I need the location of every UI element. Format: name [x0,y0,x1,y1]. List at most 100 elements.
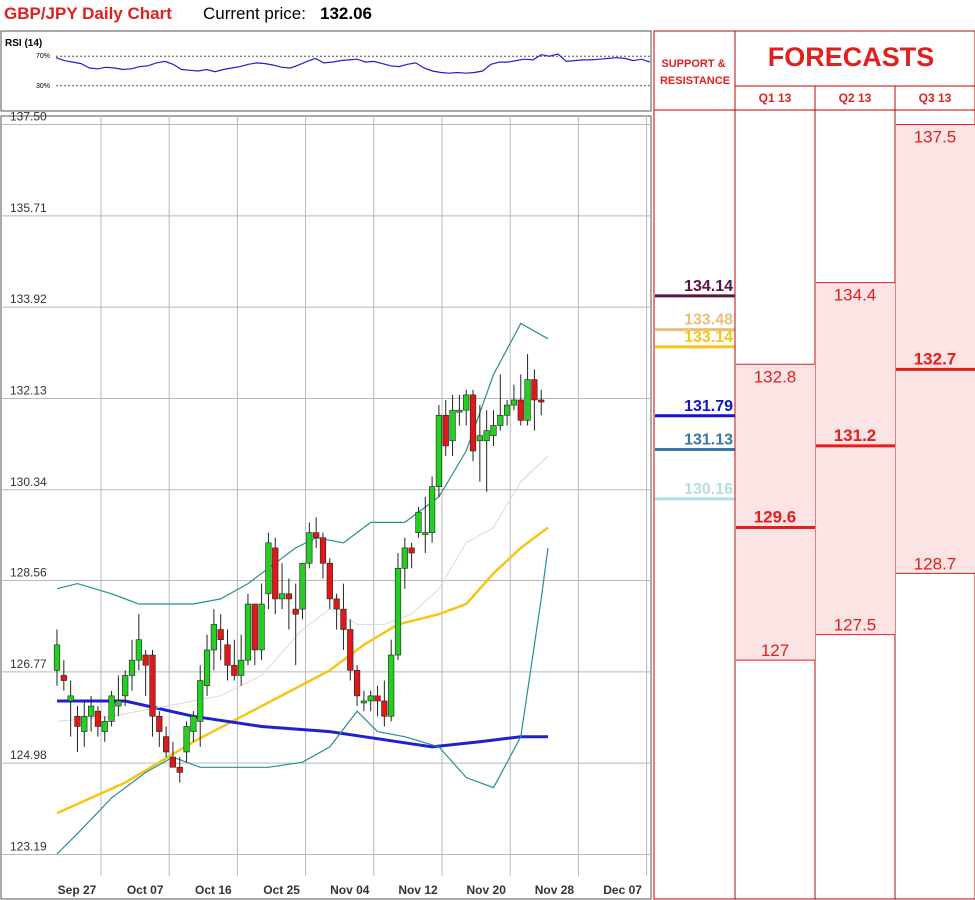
candle [251,603,258,666]
candle-body [115,700,122,707]
candle [469,389,477,462]
candle [483,410,490,492]
forecast-column-q1: Q1 13 [759,91,792,105]
support-resistance-panel: SUPPORT & RESISTANCE 134.14133.48133.141… [653,30,736,900]
candle-body [156,715,163,732]
candle-body [360,700,368,704]
x-tick-label: Nov 28 [535,883,575,897]
candle-body [510,399,518,406]
candle-body [408,547,415,554]
candle [360,690,368,712]
forecast-range [896,124,975,574]
candle-body [347,629,354,671]
candle-body [169,756,177,768]
x-tick-label: Dec 07 [603,883,642,897]
x-tick-label: Oct 07 [127,883,164,897]
candle [197,665,204,747]
candle [149,649,156,737]
sr-level: 131.13 [655,431,735,451]
candle [510,384,518,411]
candle-body [142,654,149,666]
candle [94,706,102,737]
candle-body [183,726,190,753]
candle-body [415,511,422,533]
forecast-mid-label: 131.2 [834,426,877,445]
candle [319,532,327,579]
forecasts-title: FORECASTS [768,42,935,72]
bollinger-lower [56,547,549,855]
forecast-high-label: 134.4 [834,286,877,305]
candle-body [265,542,272,595]
candle [163,726,170,758]
candle-body [190,715,197,732]
candle-body [306,532,313,564]
sr-level: 130.16 [655,481,735,501]
candle-body [313,532,320,539]
y-tick-label: 124.98 [10,748,47,762]
candle-body [101,721,108,732]
rsi-frame [0,30,652,112]
candle [74,706,81,752]
candle-body [401,547,408,569]
bollinger-upper [56,322,549,605]
candle-body [128,659,136,676]
x-axis-labels: Sep 27 Oct 07 Oct 16 Oct 25 Nov 04 Nov 1… [58,883,643,897]
candle [67,680,74,737]
candle-body [374,695,381,702]
candle [203,634,211,696]
chart-header: GBP/JPY Daily Chart Current price: 132.0… [0,0,652,30]
y-tick-label: 135.71 [10,201,47,215]
candle [313,517,320,548]
candle-body [442,414,449,447]
current-price-value: 132.06 [320,4,372,23]
candle [456,394,463,426]
rsi-30-label: 30% [36,83,50,90]
candle [176,757,183,783]
sr-header: SUPPORT & RESISTANCE [660,58,730,87]
candle-body [428,486,436,533]
rsi-70-label: 70% [36,53,50,60]
chart-title: GBP/JPY Daily Chart [4,4,172,23]
candle-body [224,644,231,666]
candles [53,354,545,783]
candle [524,354,531,426]
forecast-high-label: 132.8 [754,367,797,386]
candle [217,614,224,661]
candle-body [476,435,483,442]
forecast-bands: 132.8 129.6 127 134.4 131.2 127.5 137.5 132.7 12… [736,124,975,661]
candle [88,695,95,732]
sr-level: 133.48 [655,312,735,332]
x-tick-label: Nov 20 [467,883,507,897]
sr-frame [653,30,736,900]
candle-body [292,608,299,615]
candle-body [53,644,61,671]
x-tick-label: Oct 16 [195,883,232,897]
forecast-high-label: 137.5 [914,128,957,147]
y-tick-label: 128.56 [10,566,47,580]
sr-level: 134.14 [655,278,735,298]
candle [326,558,333,610]
candle [278,563,286,610]
forecast-column-q2: Q2 13 [839,91,872,105]
candle [428,476,436,543]
rsi-label: RSI (14) [5,38,42,49]
candle [374,685,381,717]
candle [122,670,129,707]
candle-body [210,624,217,651]
x-tick-label: Nov 12 [398,883,438,897]
candle-body [88,705,95,717]
current-price-label: Current price: [203,4,306,23]
forecast-low-label: 128.7 [914,554,957,573]
indicator-lines [56,322,549,855]
candle-body [74,715,81,727]
candle [476,405,483,482]
candle-body [524,379,531,421]
candle [244,593,252,666]
forecast-band: 134.4 131.2 127.5 [816,282,895,636]
forecast-low-label: 127.5 [834,616,877,635]
candle-body [353,670,361,697]
candle [442,399,449,457]
x-tick-label: Nov 04 [330,883,370,897]
candle [497,374,504,431]
candle-body [231,664,238,676]
